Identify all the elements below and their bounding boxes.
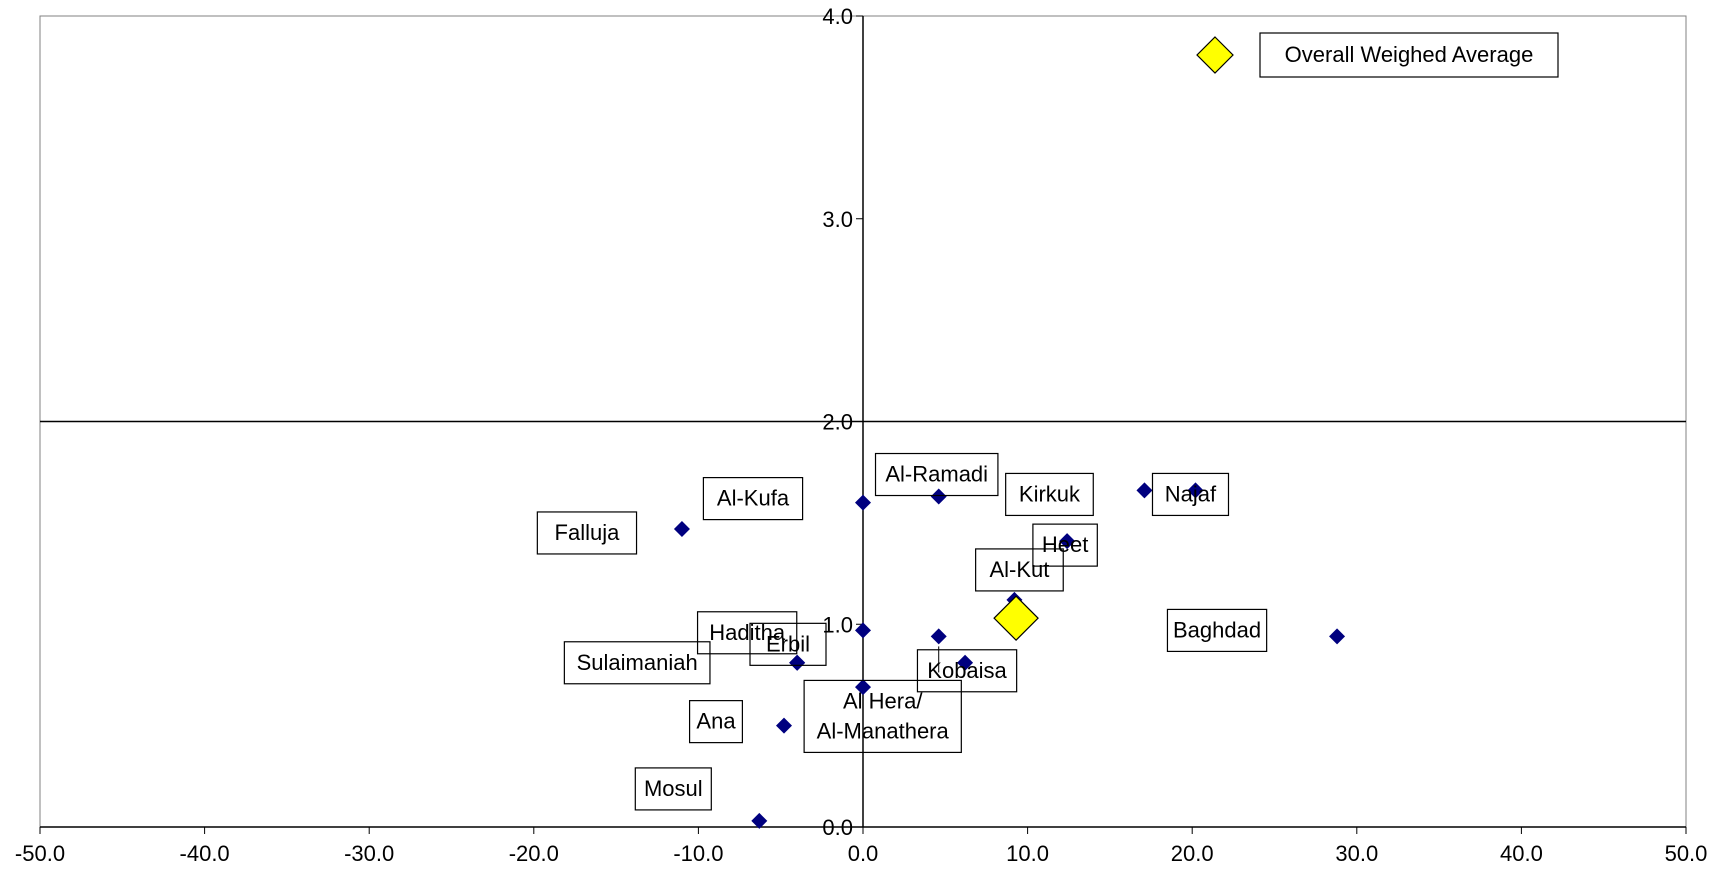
y-tick-label: 4.0 (822, 4, 853, 29)
data-point (1187, 482, 1204, 499)
data-label-box (702, 477, 804, 521)
data-label-box (803, 679, 962, 754)
data-point (1136, 482, 1153, 499)
data-point (673, 520, 690, 537)
data-label-box (916, 649, 1018, 693)
data-label-text: Erbil (766, 631, 810, 656)
data-label-box (975, 548, 1064, 592)
data-point (1329, 628, 1346, 645)
x-tick-label: 50.0 (1665, 841, 1708, 866)
data-label-text: Falluja (555, 520, 621, 545)
x-tick-label: 20.0 (1171, 841, 1214, 866)
data-label-al-kufa: Al-Kufa (702, 477, 804, 521)
data-label-text: Ana (696, 709, 736, 734)
x-tick-label: -50.0 (15, 841, 65, 866)
data-point (751, 812, 768, 829)
data-label-text: Haditha (709, 620, 786, 645)
data-label-al-kut: Al-Kut (975, 548, 1064, 592)
data-label-text: Kobaisa (927, 658, 1007, 683)
data-label-text: Al-Ramadi (885, 462, 988, 487)
data-label-text: Baghdad (1173, 617, 1261, 642)
x-tick-label: 0.0 (848, 841, 879, 866)
x-tick-label: -10.0 (673, 841, 723, 866)
data-point (957, 654, 974, 671)
data-label-mosul: Mosul (634, 767, 712, 811)
data-label-box (634, 767, 712, 811)
legend-box (1259, 32, 1559, 78)
y-tick-label: 1.0 (822, 612, 853, 637)
data-label-text: Najaf (1165, 481, 1217, 506)
x-tick-label: -20.0 (509, 841, 559, 866)
data-label-text: Al-Kufa (717, 486, 790, 511)
data-label-text: Kirkuk (1019, 481, 1081, 506)
data-label-najaf: Najaf (1151, 472, 1230, 517)
data-label-text: Al-Manathera (817, 718, 950, 743)
data-label-box (1032, 523, 1098, 567)
data-point (930, 628, 947, 645)
data-label-box (1166, 608, 1268, 653)
data-point (855, 622, 871, 639)
data-label-box (688, 700, 743, 744)
data-label-haditha: Haditha (696, 611, 798, 655)
x-tick-label: 10.0 (1006, 841, 1049, 866)
data-label-text: Al Hera/ (843, 688, 923, 713)
x-tick-label: 30.0 (1335, 841, 1378, 866)
data-label-box (1151, 472, 1230, 517)
data-point (1059, 533, 1076, 550)
data-point (775, 717, 792, 734)
data-label-ana: Ana (688, 700, 743, 744)
x-tick-label: 40.0 (1500, 841, 1543, 866)
data-label-box (563, 641, 711, 685)
data-label-box (1005, 472, 1094, 517)
legend-label: Overall Weighed Average (1285, 42, 1534, 67)
data-point (855, 679, 871, 696)
data-label-kirkuk: Kirkuk (1005, 472, 1094, 517)
data-label-box (874, 452, 999, 497)
data-label-box (749, 622, 827, 666)
data-label-text: Sulaimaniah (577, 650, 698, 675)
average-point-marker (993, 595, 1039, 642)
legend-marker-icon (1196, 36, 1234, 74)
data-label-al-hera-al-manathera: Al Hera/Al-Manathera (803, 679, 962, 754)
y-tick-label: 0.0 (822, 815, 853, 840)
data-label-falluja: Falluja (536, 511, 638, 555)
y-tick-label: 2.0 (822, 410, 853, 435)
x-tick-label: -40.0 (180, 841, 230, 866)
data-point (930, 488, 947, 505)
data-label-baghdad: Baghdad (1166, 608, 1268, 653)
data-label-box (536, 511, 638, 555)
data-label-box (696, 611, 798, 655)
data-label-kobaisa: Kobaisa (916, 649, 1018, 693)
data-label-text: Heet (1042, 532, 1088, 557)
data-label-al-ramadi: Al-Ramadi (874, 452, 999, 497)
data-label-text: Mosul (644, 776, 703, 801)
data-label-sulaimaniah: Sulaimaniah (563, 641, 711, 685)
data-label-erbil: Erbil (749, 622, 827, 666)
data-label-text: Al-Kut (989, 557, 1049, 582)
y-tick-label: 3.0 (822, 207, 853, 232)
x-tick-label: -30.0 (344, 841, 394, 866)
data-point (789, 654, 806, 671)
data-point (855, 494, 871, 511)
data-label-heet: Heet (1032, 523, 1098, 567)
